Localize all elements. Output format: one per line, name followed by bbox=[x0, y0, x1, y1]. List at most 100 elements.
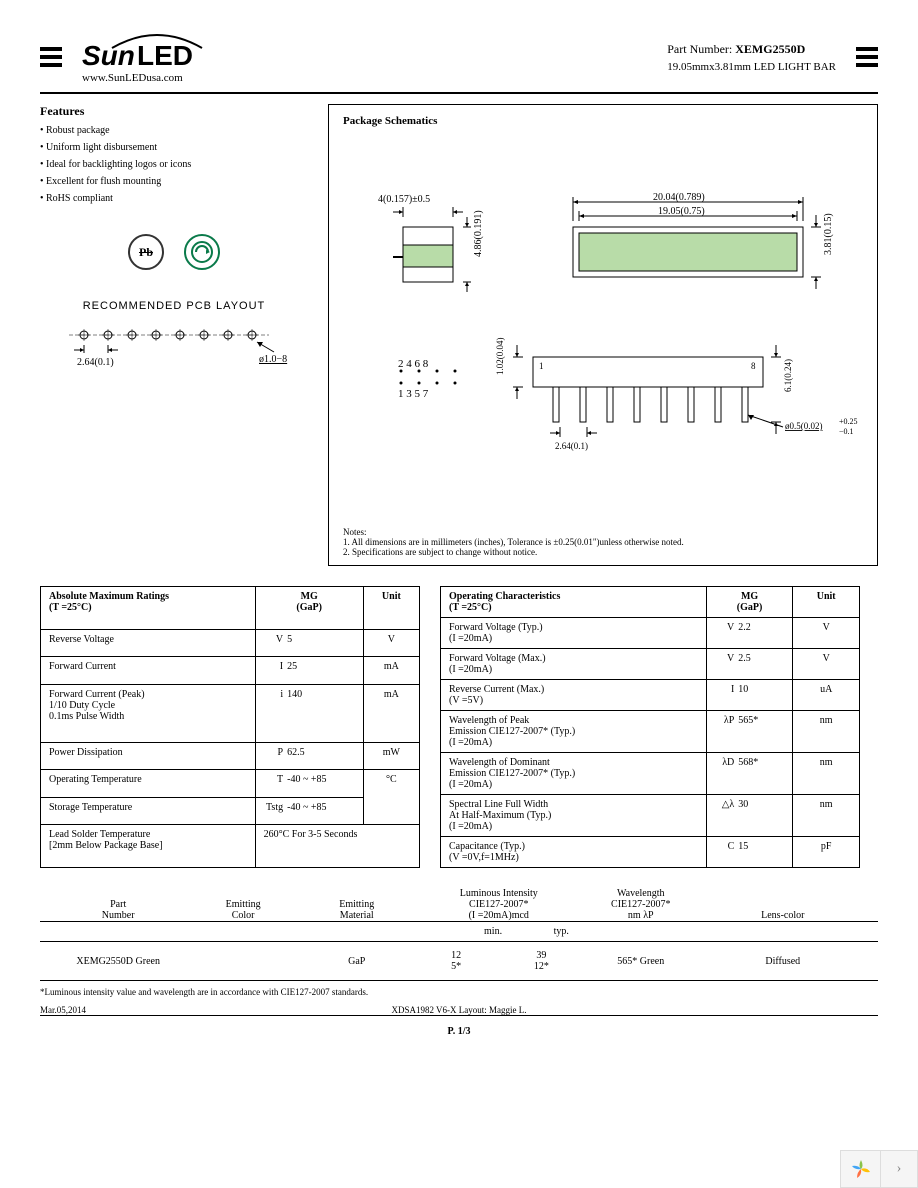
table-row: Reverse Current (Max.) (V =5V)I10uA bbox=[441, 680, 860, 711]
feature-item: Excellent for flush mounting bbox=[40, 176, 308, 187]
footer-center: XDSA1982 V6-X Layout: Maggie L. bbox=[391, 1005, 526, 1015]
logo-url: www.SunLEDusa.com bbox=[82, 72, 232, 84]
schematic-notes: Notes: 1. All dimensions are in millimet… bbox=[343, 527, 863, 557]
feature-item: Ideal for backlighting logos or icons bbox=[40, 159, 308, 170]
mg-header: MG(GaP) bbox=[706, 587, 793, 618]
notes-title: Notes: bbox=[343, 527, 863, 537]
table-row: Operating TemperatureT-40 ~ +85°C bbox=[41, 770, 420, 798]
table-row: Spectral Line Full Width At Half-Maximum… bbox=[441, 795, 860, 837]
table-row: Forward Voltage (Max.) (I =20mA)V2.5V bbox=[441, 649, 860, 680]
abs-max-table: Absolute Maximum Ratings(T =25°C) MG(GaP… bbox=[40, 586, 420, 868]
left-column: Features Robust package Uniform light di… bbox=[40, 104, 308, 566]
header-right: Part Number: XEMG2550D 19.05mmx3.81mm LE… bbox=[667, 42, 878, 73]
part-label: Part Number: bbox=[667, 42, 735, 56]
ph-wavelength: Wavelength CIE127-2007* nm λP bbox=[584, 888, 698, 921]
svg-text:LED: LED bbox=[137, 40, 193, 71]
table-row: Wavelength of Dominant Emission CIE127-2… bbox=[441, 753, 860, 795]
part-description: 19.05mmx3.81mm LED LIGHT BAR bbox=[667, 61, 836, 73]
footer-rule bbox=[40, 1015, 878, 1016]
green-icon bbox=[184, 234, 220, 270]
svg-text:−0.1: −0.1 bbox=[839, 427, 854, 436]
ph-luminous: Luminous Intensity CIE127-2007* (I =20mA… bbox=[414, 888, 584, 921]
pb-free-icon: Pb bbox=[128, 234, 164, 270]
page-number: P. 1/3 bbox=[40, 1026, 878, 1037]
svg-text:ø0.5(0.02): ø0.5(0.02) bbox=[785, 421, 823, 431]
pcb-title: RECOMMENDED PCB LAYOUT bbox=[40, 300, 308, 312]
note-2: 2. Specifications are subject to change … bbox=[343, 547, 863, 557]
ph-lens: Lens-color bbox=[698, 910, 868, 921]
svg-text:2 4 6 8: 2 4 6 8 bbox=[398, 358, 429, 370]
svg-text:2.64(0.1): 2.64(0.1) bbox=[555, 441, 588, 451]
table-row: Storage TemperatureTstg-40 ~ +85 bbox=[41, 797, 420, 825]
schematic-svg: 4(0.157)±0.5 4.86(0.191) 20.04(0.789) 19… bbox=[343, 137, 863, 517]
part-number: XEMG2550D bbox=[735, 42, 805, 56]
features-title: Features bbox=[40, 104, 308, 119]
top-section: Features Robust package Uniform light di… bbox=[40, 104, 878, 566]
ph-part: Part Number bbox=[50, 899, 186, 921]
header-left: Sun LED www.SunLEDusa.com bbox=[40, 30, 232, 84]
table-row: Reverse VoltageV5V bbox=[41, 629, 420, 657]
footer: Mar.05,2014 XDSA1982 V6-X Layout: Maggie… bbox=[40, 1005, 878, 1015]
svg-text:4(0.157)±0.5: 4(0.157)±0.5 bbox=[378, 194, 430, 205]
schematic-box: Package Schematics 4(0.157)±0.5 4.86(0.1… bbox=[328, 104, 878, 566]
table-row: Power DissipationP62.5mW bbox=[41, 742, 420, 770]
svg-text:Sun: Sun bbox=[82, 40, 135, 71]
product-subheader: min.typ. bbox=[40, 922, 878, 941]
pr-part: XEMG2550D Green bbox=[50, 956, 186, 967]
feature-item: RoHS compliant bbox=[40, 193, 308, 204]
svg-text:4.86(0.191): 4.86(0.191) bbox=[473, 210, 484, 257]
table-row: Forward Current (Peak) 1/10 Duty Cycle 0… bbox=[41, 684, 420, 742]
pcb-diagram-svg: 2.64(0.1) ø1.0−8 bbox=[59, 320, 289, 375]
table-row: Forward CurrentI25mA bbox=[41, 657, 420, 685]
tables-section: Absolute Maximum Ratings(T =25°C) MG(GaP… bbox=[40, 586, 878, 868]
svg-text:1.02(0.04): 1.02(0.04) bbox=[495, 338, 505, 376]
hamburger-icon-right bbox=[856, 47, 878, 67]
part-block: Part Number: XEMG2550D 19.05mmx3.81mm LE… bbox=[667, 42, 836, 73]
pr-wavelength: 565* Green bbox=[584, 956, 698, 967]
footer-date: Mar.05,2014 bbox=[40, 1005, 86, 1015]
svg-text:3.81(0.15): 3.81(0.15) bbox=[823, 213, 834, 255]
svg-text:19.05(0.75): 19.05(0.75) bbox=[658, 206, 705, 217]
nav-next-icon[interactable]: › bbox=[881, 1151, 917, 1187]
note-1: 1. All dimensions are in millimeters (in… bbox=[343, 537, 863, 547]
pr-material: GaP bbox=[300, 956, 414, 967]
table-row: Forward Voltage (Typ.) (I =20mA)V2.2V bbox=[441, 618, 860, 649]
abs-max-title: Absolute Maximum Ratings(T =25°C) bbox=[41, 587, 256, 630]
table-row: Capacitance (Typ.) (V =0V,f=1MHz)C15pF bbox=[441, 837, 860, 868]
page-header: Sun LED www.SunLEDusa.com Part Number: X… bbox=[40, 30, 878, 84]
hamburger-icon bbox=[40, 47, 62, 67]
product-table: Part Number Emitting Color Emitting Mate… bbox=[40, 888, 878, 981]
svg-text:2.64(0.1): 2.64(0.1) bbox=[77, 357, 114, 368]
feature-item: Uniform light disbursement bbox=[40, 142, 308, 153]
table-row: Wavelength of Peak Emission CIE127-2007*… bbox=[441, 711, 860, 753]
compliance-icons: Pb bbox=[40, 234, 308, 270]
svg-text:6.1(0.24): 6.1(0.24) bbox=[783, 359, 793, 392]
nav-logo-icon[interactable] bbox=[841, 1151, 881, 1187]
product-row: XEMG2550D Green GaP 12 5* 39 12* 565* Gr… bbox=[40, 942, 878, 980]
logo-block: Sun LED www.SunLEDusa.com bbox=[82, 30, 232, 84]
unit-header: Unit bbox=[793, 587, 860, 618]
pr-lens: Diffused bbox=[698, 956, 868, 967]
features-list: Robust package Uniform light disbursemen… bbox=[40, 125, 308, 204]
svg-text:+0.25: +0.25 bbox=[839, 417, 858, 426]
svg-text:1 3 5 7: 1 3 5 7 bbox=[398, 388, 429, 400]
ph-material: Emitting Material bbox=[300, 899, 414, 921]
pcb-layout: RECOMMENDED PCB LAYOUT 2.64(0.1) ø1.0−8 bbox=[40, 300, 308, 378]
op-char-table: Operating Characteristics(T =25°C) MG(Ga… bbox=[440, 586, 860, 868]
table-row: Lead Solder Temperature [2mm Below Packa… bbox=[41, 825, 420, 868]
svg-text:1: 1 bbox=[539, 361, 544, 371]
product-header: Part Number Emitting Color Emitting Mate… bbox=[40, 888, 878, 921]
bottom-nav: › bbox=[840, 1150, 918, 1188]
svg-text:20.04(0.789): 20.04(0.789) bbox=[653, 192, 705, 203]
feature-item: Robust package bbox=[40, 125, 308, 136]
pr-luminous: 12 5* 39 12* bbox=[414, 950, 584, 972]
schematic-title: Package Schematics bbox=[343, 115, 863, 127]
header-rule bbox=[40, 92, 878, 94]
logo-svg: Sun LED bbox=[82, 30, 232, 72]
unit-header: Unit bbox=[363, 587, 419, 630]
op-char-title: Operating Characteristics(T =25°C) bbox=[441, 587, 707, 618]
svg-text:ø1.0−8: ø1.0−8 bbox=[259, 354, 287, 365]
svg-text:8: 8 bbox=[751, 361, 756, 371]
footnote: *Luminous intensity value and wavelength… bbox=[40, 987, 878, 997]
mg-header: MG(GaP) bbox=[255, 587, 363, 630]
